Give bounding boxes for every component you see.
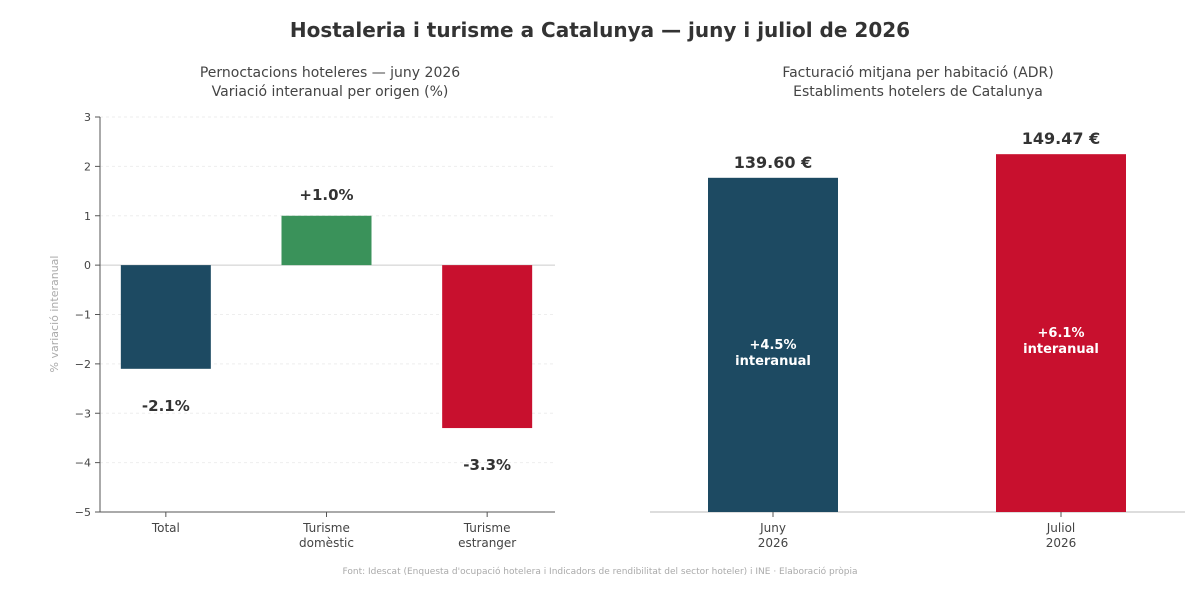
left-y-tick-label: 0 [84, 259, 91, 272]
left-chart-subtitle: Variació interanual per origen (%) [212, 84, 449, 100]
left-bars [120, 215, 533, 429]
left-y-tick-label: −5 [75, 506, 91, 519]
right-x-tick-label: Juliol 2026 [1046, 521, 1077, 550]
left-y-tick-label: 3 [84, 111, 91, 124]
left-bar [281, 215, 372, 266]
left-bar-value-label: -2.1% [142, 397, 190, 415]
source-note: Font: Idescat (Enquesta d'ocupació hotel… [343, 566, 858, 577]
left-data-labels: -2.1% +1.0% -3.3% [142, 186, 511, 474]
right-bars [708, 154, 1126, 513]
right-bar-inner-label: +4.5% interanual [735, 338, 811, 369]
left-bar-value-label: -3.3% [463, 456, 511, 474]
left-x-tick-label: Total [151, 521, 180, 535]
left-y-tick-label: 1 [84, 210, 91, 223]
left-y-tick-label: 2 [84, 160, 91, 173]
left-y-axis-label: % variació interanual [48, 256, 61, 373]
right-bar [996, 154, 1126, 513]
right-chart-title: Facturació mitjana per habitació (ADR) [782, 65, 1053, 81]
left-bar [120, 265, 211, 369]
right-chart-subtitle: Establiments hotelers de Catalunya [793, 84, 1043, 100]
right-x-tick-label: Juny 2026 [758, 521, 789, 550]
right-data-labels: 139.60 € +4.5% interanual 149.47 € +6.1% inte… [734, 129, 1100, 369]
left-chart-title: Pernoctacions hoteleres — juny 2026 [200, 65, 460, 81]
right-bar-inner-label: +6.1% interanual [1023, 326, 1099, 357]
figure-title: Hostaleria i turisme a Catalunya — juny … [290, 18, 910, 42]
left-axes: 3 2 1 0 −1 −2 −3 −4 −5 [75, 111, 555, 519]
right-bar-value-label: 139.60 € [734, 153, 812, 172]
left-x-tick-labels: Total Turisme domèstic Turisme estranger [151, 512, 516, 550]
right-bar [708, 177, 838, 512]
left-y-tick-label: −1 [75, 309, 91, 322]
left-x-tick-label: Turisme domèstic [299, 521, 354, 550]
right-x-tick-labels: Juny 2026 Juliol 2026 [758, 512, 1077, 550]
left-y-tick-label: −3 [75, 407, 91, 420]
left-bar [442, 265, 533, 429]
left-y-tick-label: −2 [75, 358, 91, 371]
left-x-tick-label: Turisme estranger [458, 521, 516, 550]
right-bar-value-label: 149.47 € [1022, 129, 1100, 148]
left-y-tick-label: −4 [75, 457, 91, 470]
left-bar-value-label: +1.0% [299, 186, 353, 204]
